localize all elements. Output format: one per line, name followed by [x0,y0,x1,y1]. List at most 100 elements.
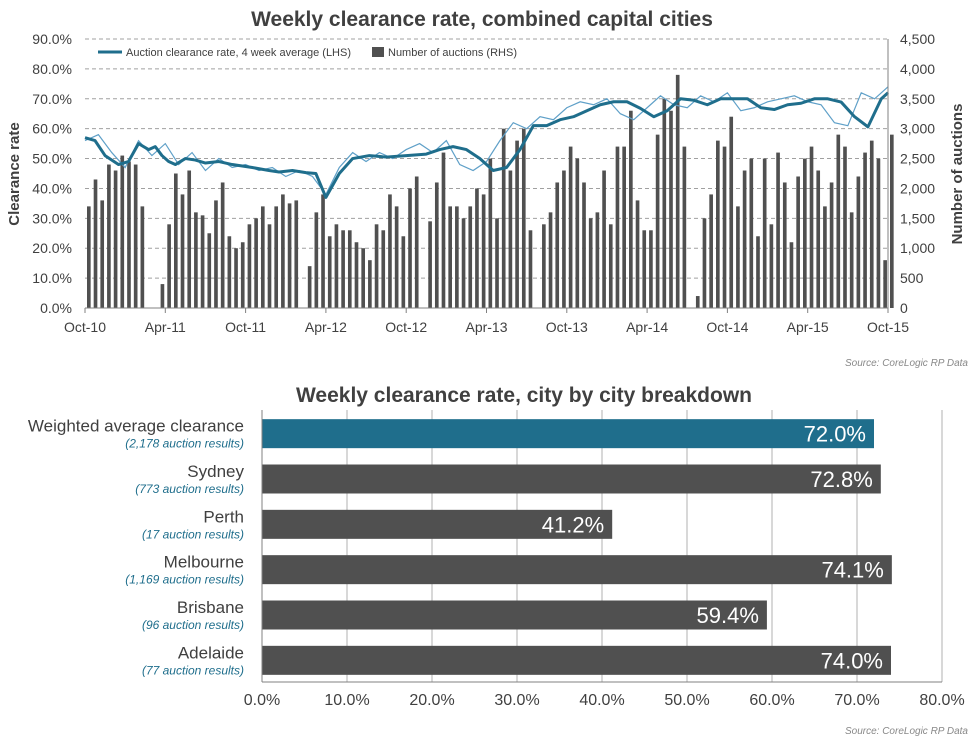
auction-bar [655,134,660,308]
auction-bar [461,218,466,308]
auction-bars [87,74,894,309]
x-tick-label: Apr-13 [465,319,507,335]
auction-bar [849,212,854,308]
y-tick-label-left: 50.0% [32,151,72,167]
clearance-lines [84,86,889,199]
auction-bar [287,203,292,308]
auction-bar [160,284,165,308]
auction-bar [167,224,171,308]
auction-bar [434,182,439,308]
auction-bar [542,224,546,308]
auction-bar [662,98,667,309]
auction-bar [803,158,807,308]
category-label: Sydney [187,462,244,481]
auction-bar [347,230,352,308]
city-breakdown-chart: Weekly clearance rate, city by city brea… [28,384,969,737]
auction-bar [234,248,238,308]
auction-bar [240,242,245,308]
auction-count-note: (2,178 auction results) [125,437,244,451]
auction-bar [93,179,98,308]
auction-bar [528,230,533,308]
auction-bar [394,206,399,308]
x-tick-label: Oct-14 [706,319,748,335]
auction-bar [809,146,814,308]
auction-bar [515,140,519,308]
auction-bar [274,206,279,308]
category-label: Brisbane [177,598,244,617]
category-label: Perth [203,507,244,526]
auction-bar [722,146,727,308]
y-tick-label-right: 0 [900,300,908,316]
auction-bar [736,206,740,308]
auction-bar [260,206,265,308]
auction-bar [702,218,707,308]
auction-bar [843,146,847,308]
city-bar [262,645,891,675]
auction-bar [876,158,881,308]
y-tick-label-right: 500 [900,270,924,286]
chart-title: Weekly clearance rate, combined capital … [251,8,713,31]
y-tick-label-right: 3,000 [900,121,935,137]
auction-bar [307,266,312,308]
x-tick-label: 70.0% [834,692,879,709]
auction-bar [381,230,386,308]
city-bar [262,464,881,494]
auction-bar [368,260,372,308]
average-clearance-line [84,91,889,199]
auction-bar [107,164,111,308]
auction-bar [361,248,366,308]
auction-bar [856,176,861,308]
y-tick-label-left: 30.0% [32,210,72,226]
legend-label-line: Auction clearance rate, 4 week average (… [126,47,351,59]
auction-bar [863,152,867,308]
source-note: Source: CoreLogic RP Data [845,358,968,369]
auction-bar [548,212,553,308]
auction-count-note: (1,169 auction results) [125,573,244,587]
y-tick-label-left: 20.0% [32,240,72,256]
auction-bar [214,200,218,308]
auction-bar [796,176,800,308]
auction-bar [769,224,774,308]
bar-value-label: 59.4% [697,603,759,628]
bar-value-label: 72.0% [804,422,866,447]
auction-bar [267,224,272,308]
auction-bar [140,206,145,308]
auction-bar [127,161,131,308]
auction-bar [281,194,285,308]
x-tick-label: Apr-14 [626,319,668,335]
auction-bar [608,224,613,308]
y-tick-label-right: 4,500 [900,31,935,47]
auction-bar [555,182,560,308]
auction-bar [120,155,125,308]
auction-bar [836,134,841,308]
y-tick-label-right: 1,500 [900,210,935,226]
y-tick-label-left: 0.0% [40,300,72,316]
auction-bar [247,224,252,308]
auction-bar [481,194,486,308]
x-tick-label: 30.0% [494,692,539,709]
auction-bar [508,170,513,308]
y-tick-label-right: 2,000 [900,180,935,196]
legend-label-bars: Number of auctions (RHS) [388,47,517,59]
auction-bar [87,206,91,308]
auction-bar [100,200,105,308]
y-tick-label-left: 70.0% [32,91,72,107]
gridlines [85,38,888,279]
x-tick-label: 0.0% [244,692,280,709]
auction-count-note: (17 auction results) [142,527,244,541]
auction-bar [588,218,593,308]
auction-bar [582,182,586,308]
auction-bar [649,230,653,308]
city-bar [262,509,613,539]
auction-bar [428,221,432,308]
auction-bar [749,158,754,308]
chart-title: Weekly clearance rate, city by city brea… [296,384,752,407]
auction-bar [455,206,459,308]
city-bars: 72.0% 72.8% 41.2% 74.1% 59.4% 74.0% [262,419,892,675]
x-tick-label: 40.0% [579,692,624,709]
x-tick-label: 20.0% [409,692,454,709]
auction-bar [187,170,192,308]
x-tick-label: Apr-12 [305,319,347,335]
auction-bar [635,200,640,308]
x-tick-label: Apr-15 [787,319,829,335]
